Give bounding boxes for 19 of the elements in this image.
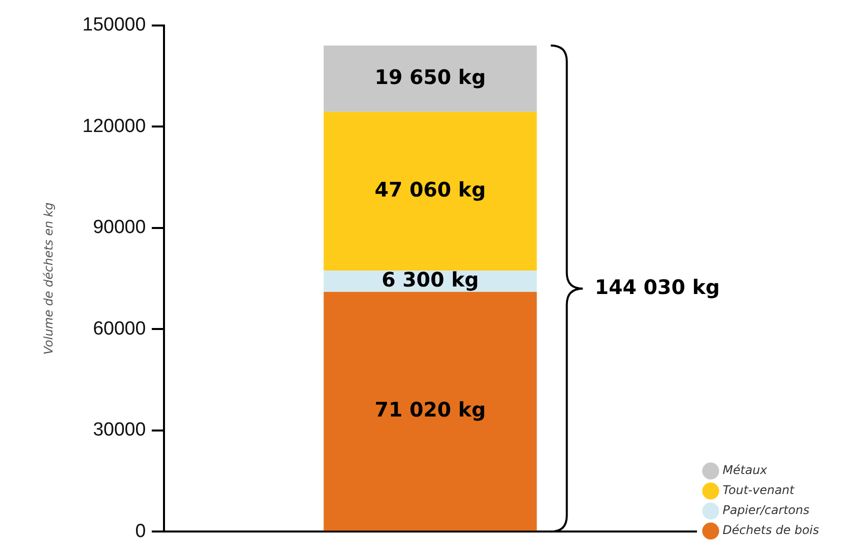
data-label: 47 060 kg (374, 177, 486, 202)
data-label: 19 650 kg (374, 64, 486, 89)
y-axis-title: Volume de déchets en kg (41, 202, 56, 355)
bar (324, 292, 537, 531)
bar (324, 46, 537, 112)
legend-label: Papier/cartons (722, 503, 810, 518)
bar (324, 112, 537, 271)
data-label: 71 020 kg (374, 397, 486, 422)
y-tick-label: 60000 (92, 318, 146, 340)
y-tick-label: 120000 (82, 116, 146, 137)
data-label: 6 300 kg (382, 268, 479, 292)
legend-label: Tout-venant (722, 483, 796, 498)
legend-label: Déchets de bois (722, 523, 820, 538)
legend-label: Métaux (722, 463, 768, 478)
total-label: 144 030 kg (594, 274, 720, 299)
y-tick-label: 150000 (82, 14, 146, 36)
y-tick-label: 90000 (92, 217, 146, 238)
y-tick-label: 0 (135, 520, 146, 542)
y-tick-label: 30000 (92, 420, 146, 441)
